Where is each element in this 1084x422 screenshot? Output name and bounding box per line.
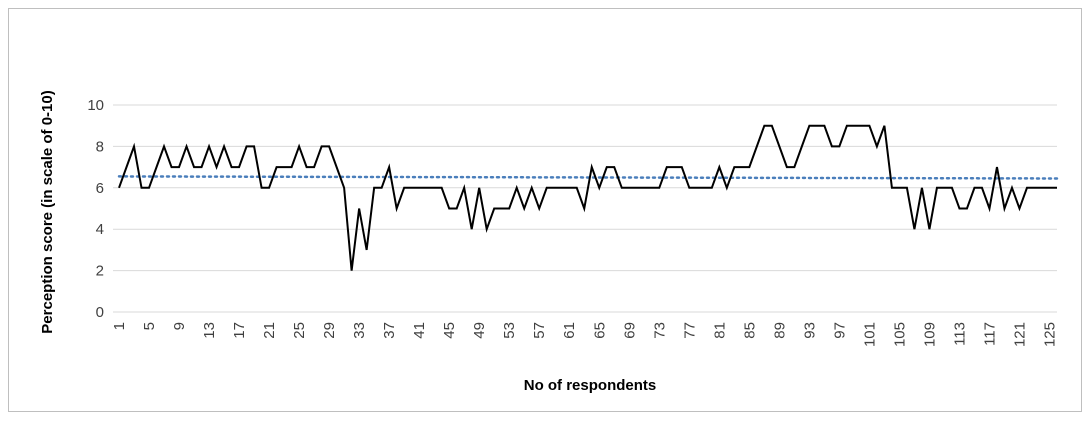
x-tick-label: 25 bbox=[291, 322, 308, 339]
x-tick-label: 17 bbox=[231, 322, 248, 339]
x-tick-label: 49 bbox=[471, 322, 488, 339]
y-axis-title: Perception score (in scale of 0-10) bbox=[39, 90, 56, 333]
x-tick-label: 113 bbox=[951, 322, 968, 346]
x-tick-label: 93 bbox=[801, 322, 818, 339]
x-tick-label: 9 bbox=[171, 322, 188, 330]
x-tick-label: 21 bbox=[261, 322, 278, 339]
x-tick-label: 29 bbox=[321, 322, 338, 339]
x-tick-label: 121 bbox=[1011, 322, 1028, 347]
x-tick-label: 117 bbox=[981, 322, 998, 346]
y-tick-label: 8 bbox=[96, 138, 104, 155]
x-tick-label: 41 bbox=[411, 322, 428, 339]
x-tick-label: 101 bbox=[861, 322, 878, 347]
x-tick-label: 1 bbox=[111, 322, 128, 330]
x-tick-label: 109 bbox=[921, 322, 938, 347]
x-tick-label: 69 bbox=[621, 322, 638, 339]
trendline bbox=[117, 175, 1059, 180]
x-tick-label: 73 bbox=[651, 322, 668, 339]
x-tick-label: 33 bbox=[351, 322, 368, 339]
x-tick-label: 89 bbox=[771, 322, 788, 339]
series-layer bbox=[117, 124, 1059, 271]
x-tick-label: 105 bbox=[891, 322, 908, 347]
series-line-perception-score bbox=[118, 124, 1057, 271]
x-tick-label: 57 bbox=[531, 322, 548, 339]
chart-frame bbox=[8, 8, 1082, 412]
y-tick-label: 4 bbox=[96, 221, 104, 238]
x-tick-label: 77 bbox=[681, 322, 698, 339]
x-tick-label: 53 bbox=[501, 322, 518, 339]
x-tick-label: 125 bbox=[1041, 322, 1058, 347]
x-tick-label: 85 bbox=[741, 322, 758, 339]
y-tick-label: 6 bbox=[96, 180, 104, 197]
x-tick-label: 37 bbox=[381, 322, 398, 339]
y-tick-labels: 0 2 4 6 8 10 bbox=[87, 97, 104, 321]
x-tick-label: 81 bbox=[711, 322, 728, 339]
x-tick-labels: 1 5 9 13 17 21 25 29 33 37 41 45 49 53 57 61 65 69 73 77 81 8… bbox=[111, 322, 1058, 347]
y-tick-label: 2 bbox=[96, 263, 104, 280]
x-tick-label: 97 bbox=[831, 322, 848, 339]
x-tick-label: 61 bbox=[561, 322, 578, 339]
x-tick-label: 45 bbox=[441, 322, 458, 339]
y-tick-label: 0 bbox=[96, 304, 104, 321]
x-tick-label: 65 bbox=[591, 322, 608, 339]
x-tick-label: 13 bbox=[201, 322, 218, 339]
y-tick-label: 10 bbox=[87, 97, 104, 114]
x-tick-label: 5 bbox=[141, 322, 158, 330]
x-axis-title: No of respondents bbox=[524, 377, 657, 394]
gridlines bbox=[113, 104, 1057, 313]
